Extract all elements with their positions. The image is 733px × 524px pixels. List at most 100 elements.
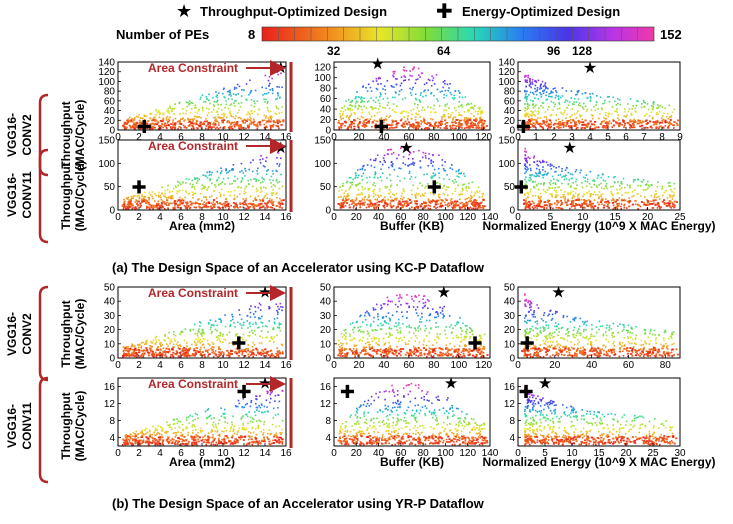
design-point xyxy=(400,124,403,127)
design-point xyxy=(449,127,452,130)
design-point xyxy=(454,116,457,118)
design-point xyxy=(181,330,183,332)
design-point xyxy=(620,199,623,202)
design-point xyxy=(168,190,171,193)
design-point xyxy=(249,120,252,122)
design-point xyxy=(595,104,597,106)
design-point xyxy=(351,99,353,102)
design-point xyxy=(468,187,470,190)
design-point xyxy=(177,180,179,183)
design-point xyxy=(438,197,441,199)
design-point xyxy=(155,194,157,197)
design-point xyxy=(141,200,144,203)
design-point xyxy=(186,204,188,206)
design-point xyxy=(243,89,245,91)
design-point xyxy=(542,90,544,92)
design-point xyxy=(544,111,547,113)
design-point xyxy=(371,121,375,123)
design-point xyxy=(125,346,128,348)
design-point xyxy=(533,155,536,158)
design-point xyxy=(419,94,422,96)
design-point xyxy=(653,196,656,199)
design-point xyxy=(347,198,350,200)
design-point xyxy=(420,120,423,123)
design-point xyxy=(264,127,267,130)
design-point xyxy=(228,342,231,344)
design-point xyxy=(218,191,221,194)
design-point xyxy=(201,354,204,357)
x-tick-label: 15 xyxy=(610,212,622,223)
design-point xyxy=(200,117,202,119)
design-point xyxy=(161,200,164,202)
design-point xyxy=(549,165,552,167)
design-point xyxy=(547,164,549,166)
design-point xyxy=(356,194,359,196)
design-point xyxy=(600,199,603,202)
design-point xyxy=(229,93,232,95)
design-point xyxy=(345,116,348,118)
design-point xyxy=(411,206,413,209)
design-point xyxy=(189,203,192,206)
design-point xyxy=(257,327,259,329)
design-point xyxy=(361,203,364,206)
design-point xyxy=(394,96,396,99)
design-point xyxy=(388,332,391,334)
design-point xyxy=(632,105,634,107)
design-point xyxy=(532,106,535,109)
design-point xyxy=(472,122,475,124)
design-point xyxy=(622,120,625,122)
design-point xyxy=(183,120,185,122)
design-point xyxy=(623,203,626,206)
design-point xyxy=(243,118,246,121)
design-point xyxy=(656,104,659,106)
design-point xyxy=(524,206,527,209)
design-point xyxy=(475,117,477,120)
design-point xyxy=(353,125,355,128)
design-point xyxy=(423,117,425,120)
design-point xyxy=(397,122,400,125)
design-point xyxy=(589,204,592,207)
design-point xyxy=(159,196,162,199)
design-point xyxy=(127,350,130,353)
design-point xyxy=(538,170,541,173)
design-point xyxy=(196,180,199,182)
design-point xyxy=(257,113,259,116)
row-b2-layer-line1: VGG16- xyxy=(5,404,19,448)
design-point xyxy=(258,326,260,328)
design-point xyxy=(425,185,427,188)
design-point xyxy=(636,193,639,195)
design-point xyxy=(600,176,602,179)
design-point xyxy=(418,341,421,344)
design-point xyxy=(200,96,202,99)
design-point xyxy=(162,112,165,115)
design-point xyxy=(572,119,575,122)
design-point xyxy=(459,92,461,94)
x-tick-label: 120 xyxy=(475,132,492,143)
design-point xyxy=(281,344,284,346)
design-point xyxy=(617,192,619,194)
design-point xyxy=(616,108,618,110)
design-point xyxy=(642,121,645,123)
design-point xyxy=(437,124,440,127)
design-point xyxy=(194,341,196,344)
design-point xyxy=(213,352,216,355)
design-point xyxy=(272,179,274,182)
design-point xyxy=(124,347,127,350)
design-point xyxy=(131,352,133,354)
design-point xyxy=(169,355,172,358)
design-point xyxy=(409,92,412,94)
design-point xyxy=(558,201,560,203)
design-point xyxy=(195,350,198,352)
design-point xyxy=(254,310,257,313)
design-point xyxy=(402,156,405,158)
x-tick-label: 3 xyxy=(569,132,575,143)
design-point xyxy=(418,110,420,112)
design-point xyxy=(559,199,563,202)
design-point xyxy=(211,341,214,344)
plot-frame xyxy=(517,139,681,211)
design-point xyxy=(236,178,239,180)
design-point xyxy=(234,117,236,120)
design-point xyxy=(659,104,662,107)
design-point xyxy=(168,331,170,334)
design-point xyxy=(616,207,619,210)
